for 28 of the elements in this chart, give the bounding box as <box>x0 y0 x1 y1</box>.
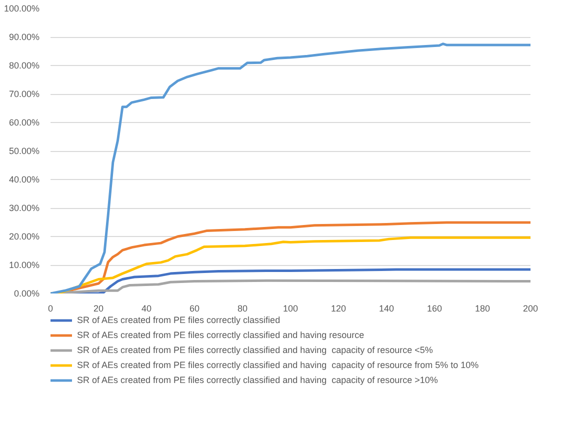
x-tick-label: 200 <box>522 304 538 314</box>
y-tick-label: 20.00% <box>8 232 40 242</box>
y-tick-label: 80.00% <box>8 60 40 70</box>
x-tick-label: 140 <box>378 304 394 314</box>
x-tick-label: 80 <box>237 304 248 314</box>
y-tick-label: 30.00% <box>8 203 40 213</box>
line-series <box>50 42 530 294</box>
y-tick-label: 0.00% <box>14 288 40 298</box>
x-tick-label: 0 <box>48 304 54 314</box>
x-tick-label: 180 <box>474 304 490 314</box>
x-tick-label: 100 <box>282 304 298 314</box>
y-tick-label: 70.00% <box>8 89 40 99</box>
x-tick-label: 40 <box>141 304 152 314</box>
legend-label: SR of AEs created from PE files correctly classified <box>77 314 280 326</box>
legend-label: SR of AEs created from PE files correctly classified and having capacity of resource from 5% to 10% <box>77 359 479 371</box>
x-tick-label: 60 <box>189 304 200 314</box>
x-tick-label: 160 <box>426 304 442 314</box>
legend-label: SR of AEs created from PE files correctly classified and having capacity of resource <5% <box>77 344 433 356</box>
y-tick-label: 60.00% <box>8 118 40 128</box>
y-tick-label: 40.00% <box>8 174 40 184</box>
y-tick-label: 10.00% <box>8 260 40 270</box>
y-tick-label: 90.00% <box>8 32 40 42</box>
y-tick-label: 100.00% <box>4 4 40 14</box>
x-tick-label: 20 <box>93 304 104 314</box>
legend-label: SR of AEs created from PE files correctly classified and having resource <box>77 329 364 341</box>
x-tick-label: 120 <box>330 304 346 314</box>
legend-label: SR of AEs created from PE files correctly classified and having capacity of resource >10% <box>77 374 438 386</box>
y-tick-label: 50.00% <box>8 146 40 156</box>
